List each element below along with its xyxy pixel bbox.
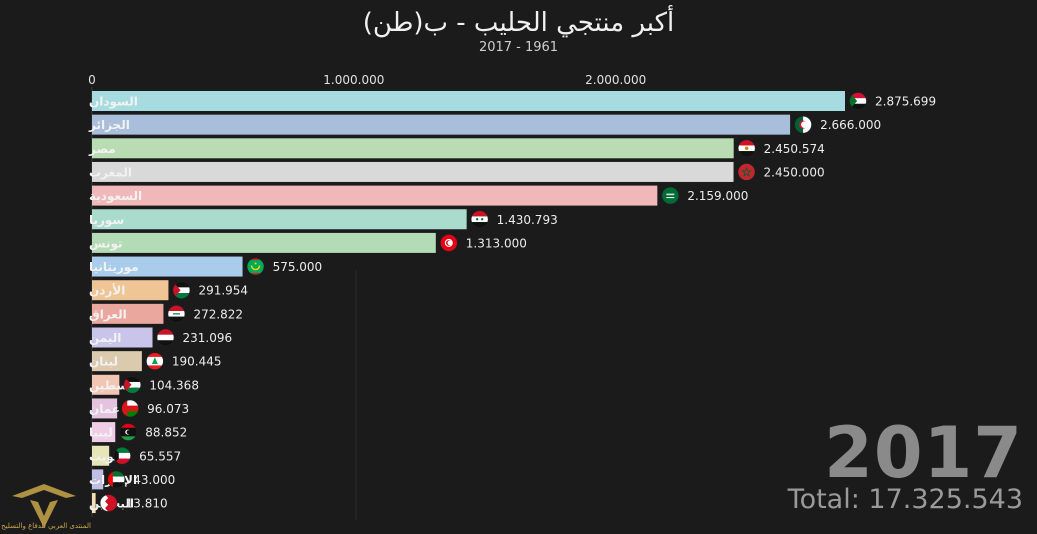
value-label: 13.810 xyxy=(126,497,168,511)
morocco-flag-icon xyxy=(737,163,756,181)
bar xyxy=(92,374,120,395)
category-label: ليبيا xyxy=(89,426,113,440)
watermark-text: المنتدى العربي للدفاع والتسليح xyxy=(1,522,91,530)
saudi-flag-icon xyxy=(661,186,680,205)
egypt-flag-icon xyxy=(737,139,756,158)
value-label: 96.073 xyxy=(147,402,189,416)
bar xyxy=(92,445,110,466)
bar xyxy=(92,327,153,348)
value-label: 2.450.574 xyxy=(764,142,825,156)
category-label: لبنان xyxy=(89,355,118,369)
iraq-flag-icon xyxy=(167,305,186,323)
value-label: 1.430.793 xyxy=(497,213,558,227)
x-tick-label: 0 xyxy=(88,73,96,87)
value-label: 1.313.000 xyxy=(466,236,527,250)
category-label: الأردن xyxy=(89,283,125,298)
bar xyxy=(92,280,169,301)
kuwait-flag-icon xyxy=(113,446,131,465)
value-label: 291.954 xyxy=(198,284,248,298)
libya-flag-icon xyxy=(119,423,138,441)
sudan-flag-icon xyxy=(849,92,867,110)
jordan-flag-icon xyxy=(172,281,191,300)
value-label: 2.875.699 xyxy=(875,95,936,109)
value-label: 104.368 xyxy=(149,378,199,392)
year-counter: 2017 xyxy=(824,412,1023,494)
bar xyxy=(92,114,791,135)
bar xyxy=(92,232,436,253)
category-label: الجزائر xyxy=(88,118,130,132)
palestine-flag-icon xyxy=(123,375,142,394)
value-label: 65.557 xyxy=(139,449,181,463)
bar xyxy=(92,91,845,111)
category-label: مصر xyxy=(88,142,116,156)
category-label: اليمن xyxy=(89,331,121,345)
bar xyxy=(92,209,467,230)
uae-flag-icon xyxy=(107,470,126,489)
value-label: 272.822 xyxy=(193,307,243,321)
bar xyxy=(92,351,142,372)
bar xyxy=(92,161,734,182)
category-label: عمان xyxy=(89,402,120,416)
category-label: تونس xyxy=(89,236,123,251)
value-label: 231.096 xyxy=(183,331,233,345)
yemen-flag-icon xyxy=(156,328,175,347)
total-label: Total: 17.325.543 xyxy=(787,484,1023,515)
bar xyxy=(92,256,243,277)
bar xyxy=(92,138,734,159)
value-label: 2.666.000 xyxy=(820,118,881,132)
mauritania-flag-icon xyxy=(246,257,265,276)
tunisia-flag-icon xyxy=(440,234,458,252)
bar xyxy=(92,422,116,443)
bar xyxy=(92,185,658,206)
category-label: العراق xyxy=(89,307,127,321)
oman-flag-icon xyxy=(121,399,139,418)
lebanon-flag-icon xyxy=(146,352,164,370)
value-label: 2.159.000 xyxy=(687,189,748,203)
bahrain-flag-icon xyxy=(99,494,118,512)
category-label: موريتانيا xyxy=(89,260,139,275)
algeria-flag-icon xyxy=(794,115,812,134)
bar xyxy=(92,398,118,419)
value-label: 43.000 xyxy=(133,473,175,487)
watermark-logo xyxy=(12,484,76,528)
bar xyxy=(92,469,104,490)
category-label: المغرب xyxy=(89,165,132,179)
x-tick-label: 1.000.000 xyxy=(323,73,384,87)
bar xyxy=(92,493,96,514)
bar xyxy=(92,303,164,324)
category-label: سوريا xyxy=(89,213,124,228)
value-label: 88.852 xyxy=(145,426,187,440)
syria-flag-icon xyxy=(470,210,489,229)
category-label: السودان xyxy=(89,95,138,110)
value-label: 575.000 xyxy=(273,260,323,274)
x-tick-label: 2.000.000 xyxy=(585,73,646,87)
value-label: 190.445 xyxy=(172,355,222,369)
category-label: السعودية xyxy=(89,189,142,204)
chart-subtitle: 2017 - 1961 xyxy=(478,40,559,55)
chart-title: أكبر منتجي الحليب - ب(طن) xyxy=(362,8,675,38)
value-label: 2.450.000 xyxy=(764,165,825,179)
